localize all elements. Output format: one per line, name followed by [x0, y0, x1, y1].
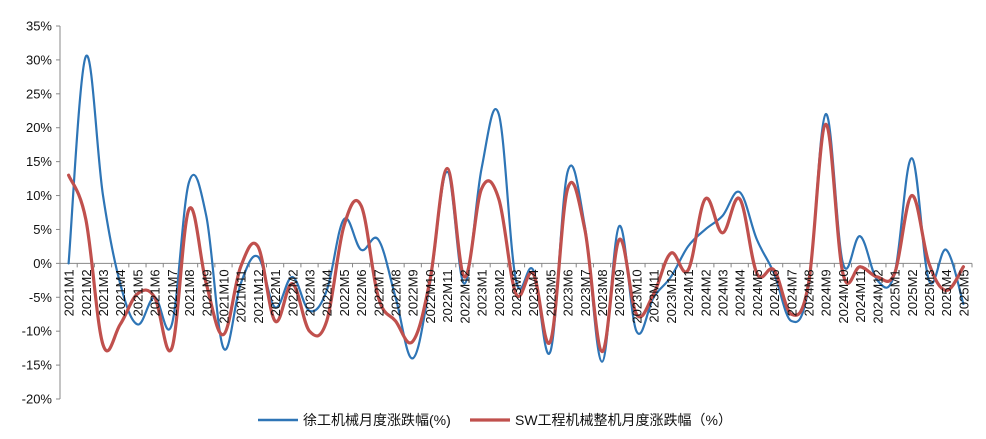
x-tick-label: 2024M7 [784, 269, 799, 316]
x-tick-label: 2023M12 [664, 269, 679, 323]
y-tick-label: -10% [22, 324, 53, 339]
x-tick-label: 2024M9 [819, 269, 834, 316]
x-tick-label: 2024M1 [681, 269, 696, 316]
x-tick-label: 2022M12 [457, 269, 472, 323]
y-tick-label: 25% [26, 86, 52, 101]
y-axis: -20% -15% -10% -5% 0% 5% 10% 15% 20% 25% 30% 35% [22, 19, 61, 407]
x-tick-label: 2021M12 [251, 269, 266, 323]
legend-label: SW工程机械整机月度涨跌幅（%） [515, 412, 732, 428]
x-tick-label: 2025M4 [939, 269, 954, 316]
x-tick-label: 2022M2 [285, 269, 300, 316]
x-tick-label: 2024M5 [750, 269, 765, 316]
y-tick-label: 10% [26, 188, 52, 203]
y-tick-label: 15% [26, 154, 52, 169]
x-tick-label: 2025M3 [922, 269, 937, 316]
x-tick-label: 2023M3 [509, 269, 524, 316]
x-tick-label: 2024M12 [870, 269, 885, 323]
x-tick-label: 2022M6 [354, 269, 369, 316]
x-tick-label: 2023M5 [543, 269, 558, 316]
x-tick-label: 2024M6 [767, 269, 782, 316]
x-tick-label: 2025M5 [956, 269, 971, 316]
y-tick-label: -5% [29, 290, 53, 305]
x-tick-label: 2023M8 [595, 269, 610, 316]
x-tick-label: 2021M11 [234, 269, 249, 322]
x-tick-label: 2021M6 [148, 269, 163, 316]
y-tick-label: -15% [22, 358, 53, 373]
x-tick-label: 2022M4 [320, 269, 335, 316]
zero-axis [59, 262, 973, 268]
x-tick-label: 2022M3 [303, 269, 318, 316]
x-tick-label: 2024M3 [715, 269, 730, 316]
y-tick-label: 30% [26, 52, 52, 67]
x-tick-label: 2022M9 [406, 269, 421, 316]
x-tick-label: 2024M4 [733, 269, 748, 316]
x-tick-label: 2023M7 [578, 269, 593, 316]
x-tick-label: 2022M10 [423, 269, 438, 323]
legend-label: 徐工机械月度涨跌幅(%) [303, 412, 451, 428]
series-layer [67, 54, 965, 363]
x-tick-label: 2021M5 [130, 269, 145, 316]
x-tick-label: 2021M4 [113, 269, 128, 316]
x-tick-label: 2022M11 [440, 269, 455, 322]
x-tick-label: 2023M1 [475, 269, 490, 316]
x-tick-label: 2024M8 [802, 269, 817, 316]
x-tick-label: 2023M6 [561, 269, 576, 316]
y-tick-label: 35% [26, 19, 52, 34]
x-axis-labels: 2021M1 2021M2 2021M3 2021M4 2021M5 2021M6 2021… [62, 269, 972, 323]
x-tick-label: 2021M8 [182, 269, 197, 316]
x-tick-label: 2023M4 [526, 269, 541, 316]
x-tick-label: 2022M7 [371, 269, 386, 316]
x-tick-label: 2021M2 [79, 269, 94, 316]
x-tick-label: 2021M9 [199, 269, 214, 316]
x-tick-label: 2023M2 [492, 269, 507, 316]
x-tick-label: 2021M10 [216, 269, 231, 323]
series-line-sw-machinery [67, 122, 965, 354]
x-tick-label: 2021M3 [96, 269, 111, 316]
y-tick-label: 5% [33, 222, 52, 237]
x-tick-label: 2024M11 [853, 269, 868, 322]
x-tick-label: 2023M9 [612, 269, 627, 316]
x-tick-label: 2025M1 [888, 269, 903, 316]
y-tick-label: 20% [26, 120, 52, 135]
x-tick-label: 2023M11 [647, 269, 662, 322]
x-tick-label: 2024M2 [698, 269, 713, 316]
x-tick-label: 2022M5 [337, 269, 352, 316]
y-tick-label: 0% [33, 256, 52, 271]
x-tick-label: 2022M8 [389, 269, 404, 316]
x-tick-label: 2024M10 [836, 269, 851, 323]
x-tick-label: 2022M1 [268, 269, 283, 316]
legend: 徐工机械月度涨跌幅(%) SW工程机械整机月度涨跌幅（%） [258, 412, 732, 428]
y-tick-label: -20% [22, 392, 53, 407]
x-tick-label: 2025M2 [905, 269, 920, 316]
x-tick-label: 2023M10 [629, 269, 644, 323]
x-tick-label: 2021M7 [165, 269, 180, 316]
x-tick-label: 2021M1 [62, 269, 77, 316]
